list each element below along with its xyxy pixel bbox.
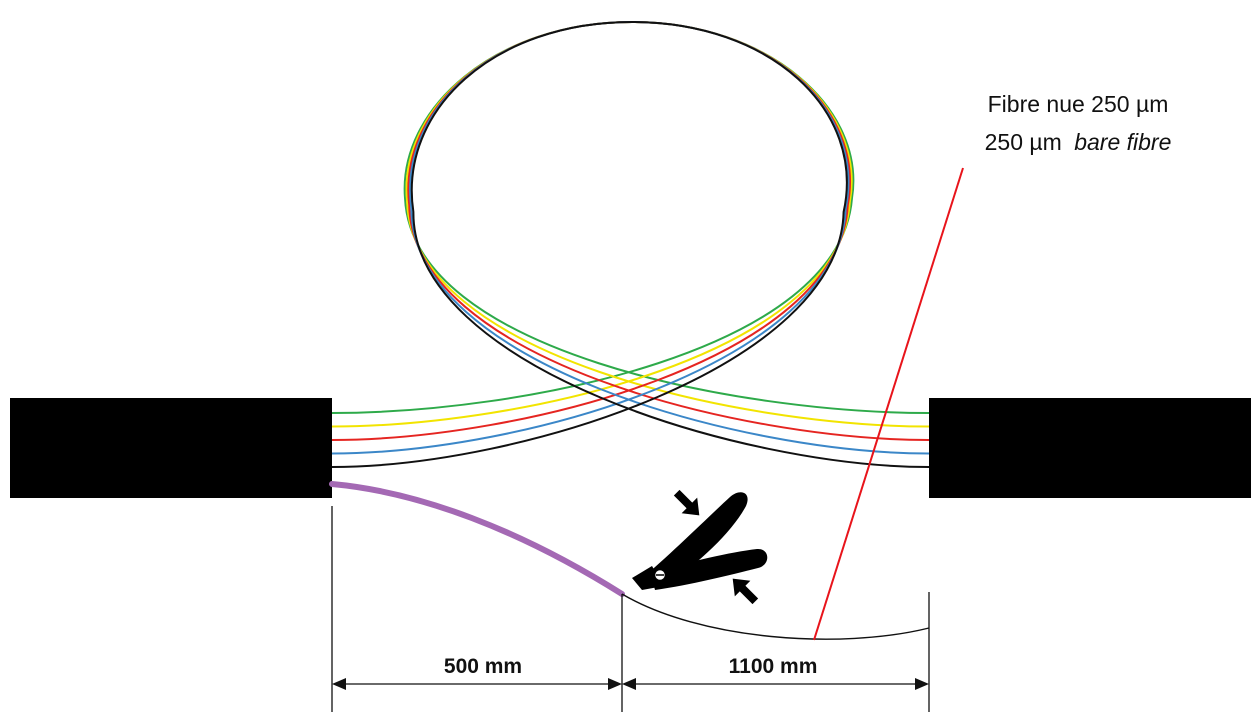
callout-label-line-2: 250 µm bare fibre bbox=[985, 129, 1172, 155]
right-cable-jacket bbox=[929, 398, 1251, 498]
fibre-loop-bundle bbox=[331, 20, 930, 468]
stripper-jaw bbox=[632, 566, 664, 590]
dimension-line-500 bbox=[332, 678, 622, 690]
fibre-yellow bbox=[331, 20, 930, 428]
callout-label-line-1: Fibre nue 250 µm bbox=[988, 91, 1169, 117]
left-cable-jacket bbox=[10, 398, 332, 498]
stripper-lower-handle bbox=[650, 548, 768, 590]
extracted-fibre bbox=[329, 481, 625, 597]
callout-leader-line bbox=[813, 167, 964, 641]
dimension-label-1100: 1100 mm bbox=[729, 655, 818, 678]
callout-label-line-2-italic: bare fibre bbox=[1074, 129, 1171, 155]
callout-label-line-2-prefix: 250 µm bbox=[985, 129, 1062, 155]
fibre-stripper-icon bbox=[632, 492, 768, 590]
bare-fibre bbox=[621, 593, 930, 640]
press-arrow-icon-top bbox=[673, 489, 700, 516]
fibre-red bbox=[331, 20, 930, 441]
fibre-black bbox=[331, 20, 930, 468]
press-arrow-icon-bottom bbox=[732, 578, 759, 605]
dimension-line-1100 bbox=[622, 678, 929, 690]
stripper-upper-handle bbox=[640, 492, 748, 584]
fibre-green bbox=[331, 20, 930, 414]
dimension-label-500: 500 mm bbox=[444, 655, 522, 678]
